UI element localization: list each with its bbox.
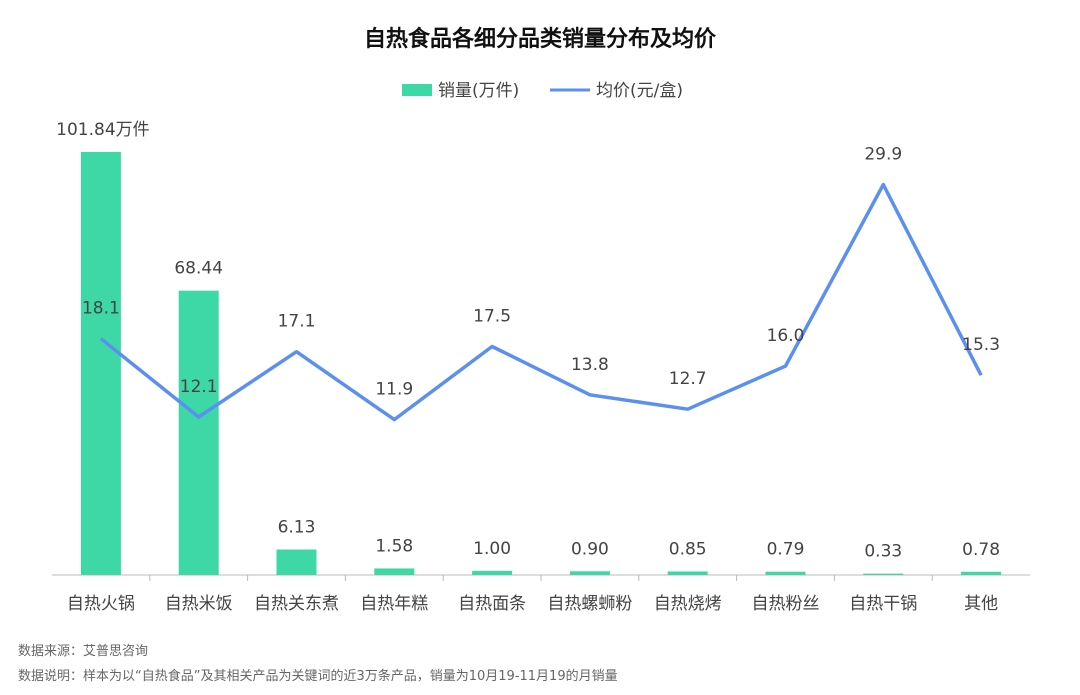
- x-tick-label: 自热火锅: [67, 594, 135, 614]
- source: 数据来源：艾普思咨询: [18, 644, 148, 659]
- note: 数据说明：样本为以“自热食品”及其相关产品为关键词的近3万条产品，销量为10月1…: [18, 668, 618, 684]
- x-tick-label: 自热干锅: [849, 594, 917, 614]
- legend-label: 销量(万件): [438, 81, 519, 101]
- bar: [765, 571, 806, 575]
- bar-value-label: 0.33: [864, 542, 902, 562]
- bar: [178, 290, 219, 575]
- x-tick-label: 自热螺蛳粉: [547, 594, 632, 614]
- x-tick-label: 自热关东煮: [254, 594, 339, 614]
- bar: [569, 571, 610, 575]
- legend-swatch: [402, 84, 432, 96]
- line-value-label: 15.3: [962, 335, 1000, 355]
- bar: [276, 549, 317, 575]
- x-tick-label: 其他: [964, 594, 998, 614]
- bar-value-label: 101.84万件: [56, 120, 149, 140]
- x-tick-label: 自热米饭: [165, 594, 233, 614]
- line-value-label: 12.7: [669, 369, 707, 389]
- line: [99, 182, 983, 422]
- line-value-label: 12.1: [180, 377, 218, 397]
- bar: [374, 568, 415, 575]
- bar-value-label: 0.79: [767, 540, 805, 560]
- line-value-label: 17.5: [473, 307, 511, 327]
- bar-value-label: 1.58: [375, 536, 413, 556]
- x-tick-label: 自热粉丝: [752, 594, 820, 614]
- line-value-label: 16.0: [767, 326, 805, 346]
- bar: [667, 571, 708, 575]
- bar-value-label: 0.78: [962, 540, 1000, 560]
- line-value-label: 17.1: [278, 312, 316, 332]
- legend-label: 均价(元/盒): [596, 81, 683, 101]
- bar-value-label: 1.00: [473, 539, 511, 559]
- bar-value-label: 6.13: [278, 518, 316, 538]
- bar-value-label: 0.90: [571, 539, 609, 559]
- x-tick-label: 自热面条: [458, 594, 526, 614]
- chart-title: 自热食品各细分品类销量分布及均价: [364, 26, 717, 52]
- bar: [863, 573, 904, 575]
- line-value-label: 29.9: [864, 145, 902, 165]
- bar-value-label: 68.44: [174, 259, 223, 279]
- bar: [961, 571, 1002, 575]
- bar: [472, 570, 513, 575]
- bar: [80, 151, 121, 575]
- x-tick-label: 自热年糕: [360, 594, 428, 614]
- x-tick-label: 自热烧烤: [654, 594, 722, 614]
- line-value-label: 18.1: [82, 299, 120, 319]
- line-value-label: 11.9: [375, 380, 413, 400]
- bar-value-label: 0.85: [669, 539, 707, 559]
- line-value-label: 13.8: [571, 355, 609, 375]
